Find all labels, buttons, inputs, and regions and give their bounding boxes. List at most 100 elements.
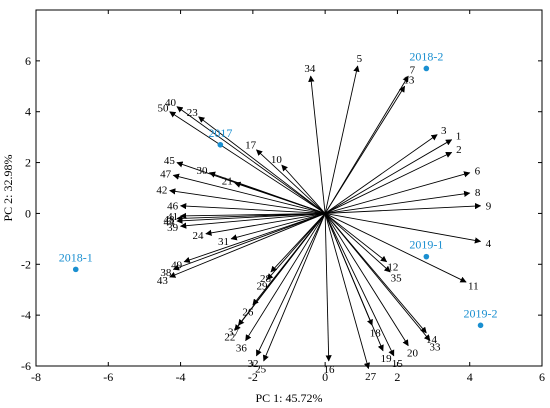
loading-arrow — [324, 134, 438, 214]
variable-label: 3 — [441, 125, 447, 137]
loading-arrow — [324, 213, 391, 273]
variable-label: 27 — [365, 371, 377, 383]
variable-label: 5 — [357, 53, 363, 65]
loading-arrow — [245, 213, 326, 342]
y-tick-label: -6 — [21, 359, 31, 373]
variable-label: 21 — [222, 175, 233, 187]
variable-label: 11 — [468, 281, 479, 293]
x-tick-label: 6 — [539, 370, 545, 384]
y-tick-label: 6 — [25, 54, 31, 68]
x-tick-label: -6 — [103, 370, 113, 384]
variable-label: 20 — [407, 347, 419, 359]
loading-arrow — [179, 212, 326, 229]
loading-arrow — [230, 212, 326, 241]
variable-label: 22 — [224, 332, 235, 344]
loading-arrow — [324, 213, 371, 370]
variable-label: 43 — [157, 275, 169, 287]
observation-label: 2017 — [208, 126, 232, 140]
plot-frame — [35, 9, 543, 367]
y-tick-label: 0 — [25, 206, 31, 220]
variable-label: 16 — [323, 364, 335, 376]
y-tick-label: 2 — [25, 156, 31, 170]
loading-arrow — [325, 212, 482, 244]
variable-label: 33 — [430, 342, 442, 354]
variable-label: 49 — [171, 259, 183, 271]
variable-label: 8 — [475, 187, 481, 199]
variable-label: 2 — [456, 144, 462, 156]
observation-points: 2018-2 2017 2018-1 2019-1 2019-2 — [59, 49, 498, 329]
variable-label: 23 — [187, 107, 199, 119]
loading-arrow — [324, 213, 409, 347]
variable-label: 7 — [410, 64, 416, 76]
loading-arrow — [324, 85, 406, 214]
loading-arrow — [281, 164, 326, 214]
loading-arrow — [172, 173, 326, 214]
loading-arrow — [169, 213, 326, 278]
x-tick-label: 0 — [322, 370, 328, 384]
y-tick-label: -2 — [21, 257, 31, 271]
variable-label: 37 — [228, 327, 240, 339]
variable-label: 24 — [192, 230, 204, 242]
variable-label: 34 — [304, 63, 316, 75]
loading-arrow — [324, 151, 453, 214]
variable-label: 35 — [391, 272, 403, 284]
y-axis-title: PC 2: 32.98% — [1, 154, 15, 221]
observation-label: 2019-2 — [464, 306, 498, 320]
loading-arrow — [205, 212, 326, 236]
loading-arrow — [324, 213, 467, 283]
loading-arrow — [324, 213, 384, 352]
loading-arrow — [183, 213, 326, 263]
variable-label: 40 — [165, 97, 177, 109]
observation-point — [423, 253, 430, 260]
variable-label: 10 — [271, 154, 283, 166]
loading-arrow — [172, 213, 326, 271]
observation-label: 2018-1 — [59, 250, 93, 264]
x-tick-label: 2 — [394, 370, 400, 384]
loading-arrow — [179, 202, 326, 214]
observation-point — [477, 322, 484, 329]
loading-arrow — [324, 65, 360, 214]
x-tick-label: -4 — [176, 370, 186, 384]
x-tick-label: 4 — [467, 370, 473, 384]
loading-arrow — [256, 149, 326, 214]
variable-label: 12 — [387, 262, 398, 274]
loading-arrow — [169, 188, 326, 214]
variable-label: 28 — [260, 273, 272, 285]
loading-arrow — [325, 171, 471, 214]
loading-arrow — [266, 213, 326, 281]
variable-label: 48 — [163, 214, 175, 226]
variable-label: 46 — [167, 200, 179, 212]
variable-label: 1 — [456, 131, 462, 143]
loading-arrow — [308, 75, 326, 214]
loading-arrow — [324, 213, 332, 362]
x-tick-label: -8 — [31, 370, 41, 384]
variable-label: 17 — [245, 139, 257, 151]
variable-label: 31 — [218, 236, 229, 248]
y-tick-label: 4 — [25, 105, 31, 119]
loading-arrow — [238, 213, 326, 326]
loading-arrow — [256, 213, 326, 357]
variable-label: 32 — [247, 358, 258, 370]
variable-label: 47 — [160, 168, 172, 180]
variable-label: 44 — [163, 216, 175, 228]
loading-arrow — [169, 111, 326, 214]
variable-label: 9 — [486, 200, 492, 212]
variable-label: 38 — [160, 267, 172, 279]
loading-arrow — [176, 212, 326, 222]
loading-arrow — [176, 106, 326, 214]
variable-label: 39 — [167, 222, 179, 234]
variable-label: 50 — [158, 102, 170, 114]
variable-label: 25 — [255, 363, 267, 375]
loading-arrow — [176, 161, 326, 214]
variable-label: 6 — [475, 166, 481, 178]
variable-label: 13 — [403, 75, 415, 87]
observation-point — [72, 266, 79, 273]
variable-label: 4 — [486, 238, 492, 250]
loading-arrow — [324, 213, 431, 342]
variable-label: 14 — [426, 334, 438, 346]
loading-arrow — [198, 116, 326, 214]
loading-arrow — [325, 202, 482, 214]
